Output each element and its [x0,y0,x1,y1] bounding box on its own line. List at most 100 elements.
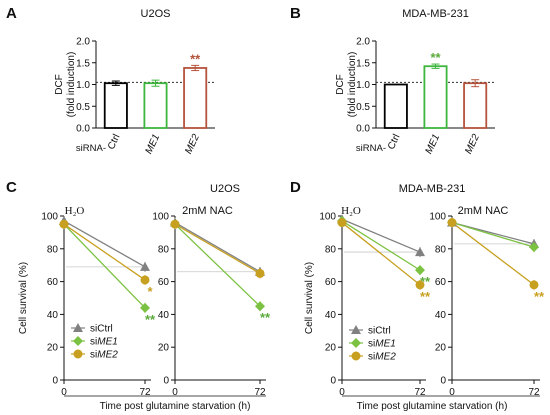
y-tick-label: 40 [435,310,447,321]
panel-title: U2OS [141,8,171,20]
y-tick-label: 0 [52,376,58,387]
x-axis-label: Time post glutamine starvation (h) [100,401,251,412]
x-tick-label: 72 [528,387,540,398]
significance-mark: ** [430,50,441,65]
panel-label-B: B [290,5,301,22]
y-tick-label: 60 [158,277,170,288]
legend-label: siME1 [368,339,396,350]
legend-label: siME2 [90,350,118,361]
point-triangle [351,325,361,334]
subplot-2: 2mM NAC 0 20 40 60 80 100 0 72 ** [152,205,271,398]
x-tick-label: 0 [172,387,178,398]
series-line [174,223,261,274]
significance-mark: ** [190,51,201,66]
series-line [63,220,146,268]
x-tick-label: 72 [139,387,151,398]
y-axis-label: (fold induction) [66,52,77,118]
y-tick-label: 1.0 [356,80,370,91]
y-tick-label: 40 [47,310,59,321]
y-tick-label: 60 [435,277,447,288]
x-tick-label: Ctrl [386,133,403,152]
y-axis-label: (fold induction) [347,52,358,118]
series-line [451,222,535,286]
point-circle [170,219,180,229]
x-prefix-label: siRNA- [76,143,106,154]
x-tick-label: 0 [449,387,455,398]
series-line [341,220,421,271]
y-tick-label: 100 [41,212,58,223]
x-tick-label: 72 [254,387,266,398]
y-tick-label: 60 [325,277,337,288]
y-tick-label: 100 [319,212,336,223]
x-prefix-label: siRNA- [356,143,386,154]
y-tick-label: 2.0 [356,37,370,48]
y-tick-label: 0 [440,376,446,387]
y-axis-label: Cell survival (%) [304,262,315,334]
significance-mark: ** [260,310,271,325]
series-line [341,222,421,286]
y-tick-label: 60 [47,277,59,288]
x-tick-label: ME2 [183,132,202,156]
x-tick-label: ME2 [463,132,482,156]
y-axis-label: DCF [335,74,346,95]
subplot-title: 2mM NAC [458,205,509,217]
panel-label-C: C [6,179,17,196]
series-line [174,223,261,307]
point-circle [447,218,457,228]
panel-label-A: A [6,5,17,22]
panel-D: D MDA-MB-231 Cell survival (%) H₂O 0 20 40 60 80… [290,179,545,412]
x-tick-label: Ctrl [106,133,123,152]
y-tick-label: 20 [435,343,447,354]
series-line [63,223,146,281]
subplot-1: H₂O 0 20 40 60 80 100 0 72 **** [319,205,431,398]
y-tick-label: 80 [325,244,337,255]
point-circle [59,219,69,229]
point-diamond [351,338,361,348]
panel-title: MDA-MB-231 [399,183,466,195]
y-tick-label: 100 [152,212,169,223]
series-line [451,221,535,248]
legend-label: siME2 [368,352,396,363]
point-circle [73,349,83,359]
significance-mark: ** [420,289,431,304]
series-line [63,223,146,309]
series-line [341,218,421,253]
panel-B: B MDA-MB-231 0.0 0.5 1.0 1.5 2.0 DCF (fold induc… [290,5,495,156]
y-tick-label: 0.5 [356,102,370,113]
panel-C: C U2OS Cell survival (%) H₂O 0 20 40 60 80 100 0 72… [6,179,271,412]
significance-mark: * [147,284,153,299]
bar [143,82,168,129]
x-tick-label: 0 [339,387,345,398]
y-tick-label: 1.0 [76,80,90,91]
y-axis-label: DCF [54,74,65,95]
y-tick-label: 0 [163,376,169,387]
point-triangle [73,323,83,332]
x-tick-label: 72 [414,387,426,398]
subplot-title: H₂O [341,205,361,217]
legend-label: siCtrl [90,324,113,335]
y-tick-label: 20 [158,343,170,354]
y-tick-label: 1.5 [76,58,90,69]
point-circle [337,218,347,228]
y-tick-label: 0.0 [356,124,370,135]
subplot-title: 2mM NAC [182,205,233,217]
y-tick-label: 0.5 [76,102,90,113]
y-tick-label: 40 [158,310,170,321]
y-tick-label: 40 [325,310,337,321]
panel-title: MDA-MB-231 [402,8,469,20]
series-line [174,221,261,273]
bar [103,82,128,129]
bar [383,83,408,129]
legend-label: siME1 [90,337,118,348]
panel-A: A U2OS 0.0 0.5 1.0 1.5 2.0 DCF (fold induction) C… [6,5,215,156]
legend-label: siCtrl [368,326,391,337]
x-axis-label: Time post glutamine starvation (h) [357,401,508,412]
significance-mark: ** [420,274,431,289]
panel-title: U2OS [210,183,240,195]
subplot-title: H₂O [65,205,85,217]
y-tick-label: 80 [47,244,59,255]
y-tick-label: 80 [435,244,447,255]
y-tick-label: 80 [158,244,170,255]
